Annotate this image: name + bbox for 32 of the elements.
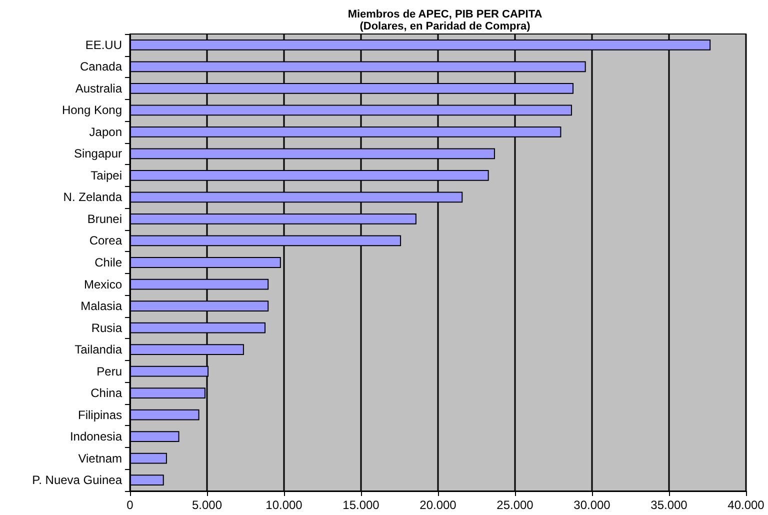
y-tick-label: Vietnam (78, 451, 122, 466)
y-tick-label: Taipei (90, 168, 122, 182)
chart-subtitle: (Dolares, en Paridad de Compra) (360, 20, 531, 32)
x-tick-label: 20.000 (420, 498, 457, 512)
y-tick-label: Singapur (74, 146, 122, 161)
y-tick-label: Japon (89, 124, 122, 139)
x-tick-label: 35.000 (650, 498, 688, 512)
y-tick-label: Tailandia (74, 342, 122, 357)
x-tick-label: 25.000 (496, 498, 534, 512)
x-tick-label: 10.000 (266, 498, 303, 512)
chart-title: Miembros de APEC, PIB PER CAPITA (348, 8, 542, 20)
y-tick-label: Canada (80, 60, 122, 74)
x-tick-label: 5.000 (192, 498, 222, 512)
x-tick-label: 15.000 (342, 498, 380, 512)
y-tick-label: Indonesia (70, 430, 122, 444)
y-tick-label: Hong Kong (62, 103, 122, 118)
y-tick-label: Brunei (87, 212, 122, 226)
y-tick-label: China (90, 386, 122, 400)
x-tick-label: 40.000 (728, 498, 765, 512)
x-tick-label: 30.000 (574, 498, 611, 512)
y-tick-label: Australia (75, 81, 122, 96)
y-tick-label: P. Nueva Guinea (32, 473, 122, 488)
y-tick-label: Filipinas (78, 408, 122, 422)
y-tick-label: Mexico (84, 277, 122, 292)
y-tick-label: Malasia (80, 299, 122, 314)
y-tick-label: EE.UU (85, 38, 122, 52)
y-tick-label: N. Zelanda (63, 190, 122, 204)
y-tick-label: Corea (89, 234, 122, 248)
y-tick-label: Rusia (91, 320, 122, 335)
y-tick-label: Peru (96, 364, 122, 378)
y-tick-label: Chile (94, 256, 122, 270)
x-tick-label: 0 (126, 498, 134, 512)
